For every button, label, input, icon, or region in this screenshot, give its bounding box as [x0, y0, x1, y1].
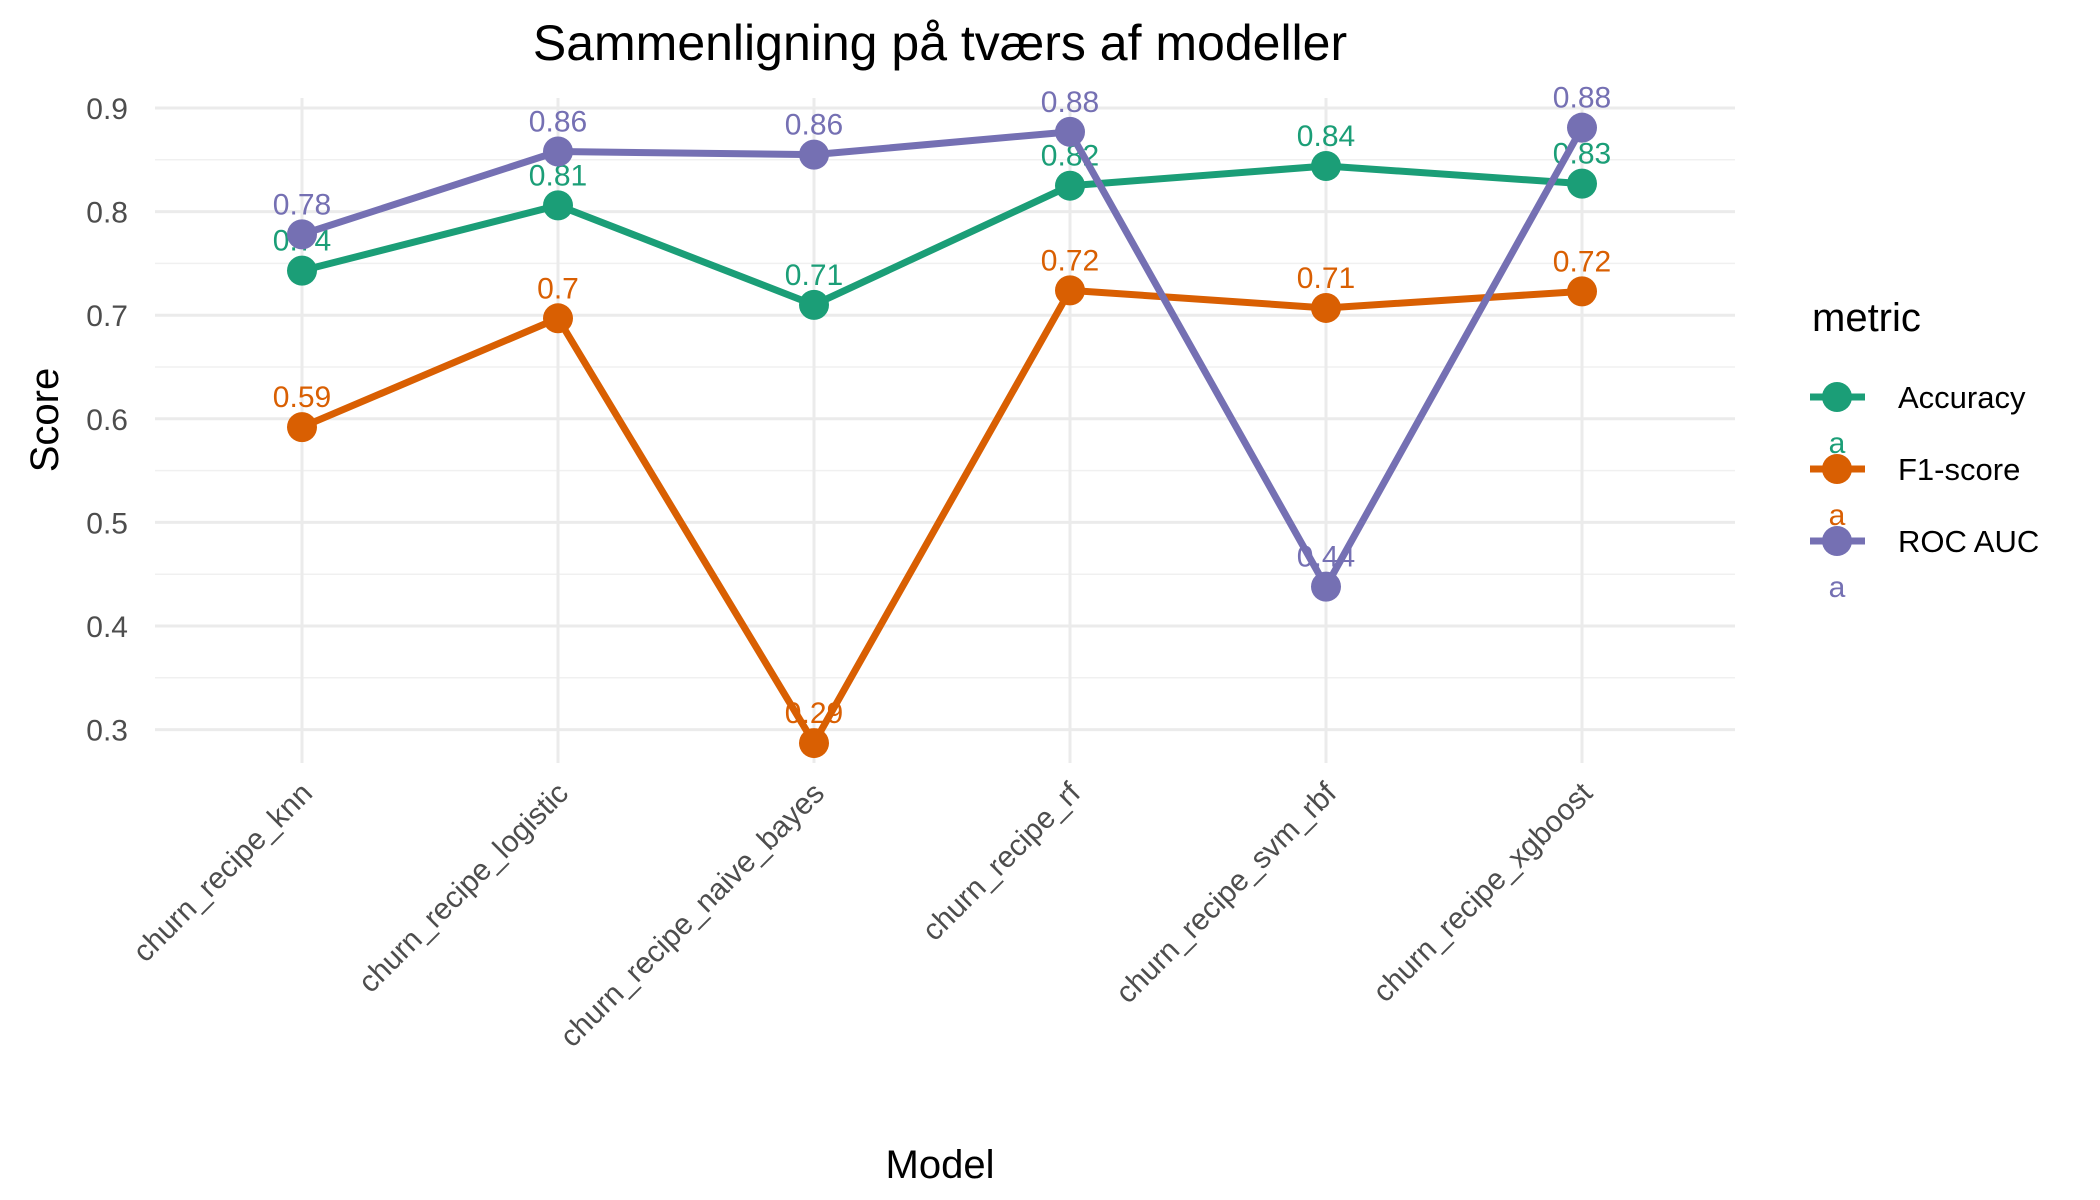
data-label: 0.78	[273, 188, 331, 221]
y-axis-ticks: 0.3 0.4 0.5 0.6 0.7 0.8 0.9	[86, 93, 128, 748]
data-point	[1055, 170, 1085, 201]
data-label: 0.71	[785, 259, 843, 292]
legend-title: metric	[1812, 296, 1921, 340]
data-point	[287, 219, 317, 250]
data-point	[287, 412, 317, 443]
data-point	[543, 190, 573, 221]
data-point	[287, 255, 317, 286]
series-layer: 0.740.810.710.820.840.830.590.70.290.720…	[273, 82, 1611, 759]
legend-item-roc-auc: a ROC AUC	[1810, 524, 2039, 604]
legend-item-accuracy: a Accuracy	[1810, 380, 2026, 460]
legend-label: Accuracy	[1898, 380, 2026, 415]
legend: metric a Accuracy a F1-score a ROC AUC	[1810, 296, 2039, 604]
y-tick-label: 0.9	[86, 93, 128, 126]
x-axis-title: Model	[886, 1143, 995, 1187]
legend-key-text-glyph: a	[1829, 427, 1846, 460]
y-axis-title: Score	[23, 368, 67, 473]
series-line	[301, 162, 1583, 309]
data-point	[1311, 571, 1341, 602]
data-point	[1055, 116, 1085, 147]
data-label: 0.29	[785, 697, 843, 730]
data-label: 0.71	[1297, 262, 1355, 295]
y-tick-label: 0.6	[86, 404, 128, 437]
data-point	[1567, 276, 1597, 307]
legend-item-f1-score: a F1-score	[1810, 452, 2020, 532]
data-point	[799, 728, 829, 759]
legend-label: F1-score	[1898, 452, 2020, 487]
data-point	[799, 289, 829, 320]
legend-label: ROC AUC	[1898, 524, 2039, 559]
data-label: 0.59	[273, 381, 331, 414]
legend-key-point	[1822, 382, 1852, 412]
data-point	[1311, 292, 1341, 323]
data-point	[1567, 112, 1597, 143]
series-line	[300, 286, 1583, 747]
data-point	[1311, 151, 1341, 182]
y-tick-label: 0.7	[86, 300, 128, 333]
data-label: 0.88	[1041, 86, 1099, 119]
data-label: 0.84	[1297, 120, 1355, 153]
data-label: 0.72	[1041, 244, 1099, 277]
chart-title: Sammenligning på tværs af modeller	[533, 15, 1347, 71]
data-point	[1567, 168, 1597, 199]
legend-key-point	[1822, 454, 1852, 484]
data-point	[543, 303, 573, 334]
legend-key-text-glyph: a	[1829, 499, 1846, 532]
legend-key-text-glyph: a	[1829, 571, 1846, 604]
data-label: 0.86	[785, 109, 843, 142]
y-tick-label: 0.3	[86, 715, 128, 748]
data-label: 0.72	[1553, 245, 1611, 278]
y-tick-label: 0.4	[86, 611, 128, 644]
series-line	[300, 125, 1586, 591]
data-label: 0.86	[529, 106, 587, 139]
data-point	[799, 139, 829, 170]
y-tick-label: 0.8	[86, 197, 128, 230]
series-f1-score: 0.59 0.7 0.29 0.72 0.71 0.72	[273, 244, 1611, 759]
data-point	[543, 136, 573, 167]
series-roc-auc: 0.78 0.86 0.86 0.88 0.44 0.88	[273, 82, 1611, 602]
legend-key-point	[1822, 526, 1852, 556]
data-point	[1055, 275, 1085, 306]
data-label: 0.7	[537, 272, 579, 305]
data-label: 0.88	[1553, 82, 1611, 115]
data-label: 0.44	[1297, 541, 1355, 574]
y-tick-label: 0.5	[86, 507, 128, 540]
